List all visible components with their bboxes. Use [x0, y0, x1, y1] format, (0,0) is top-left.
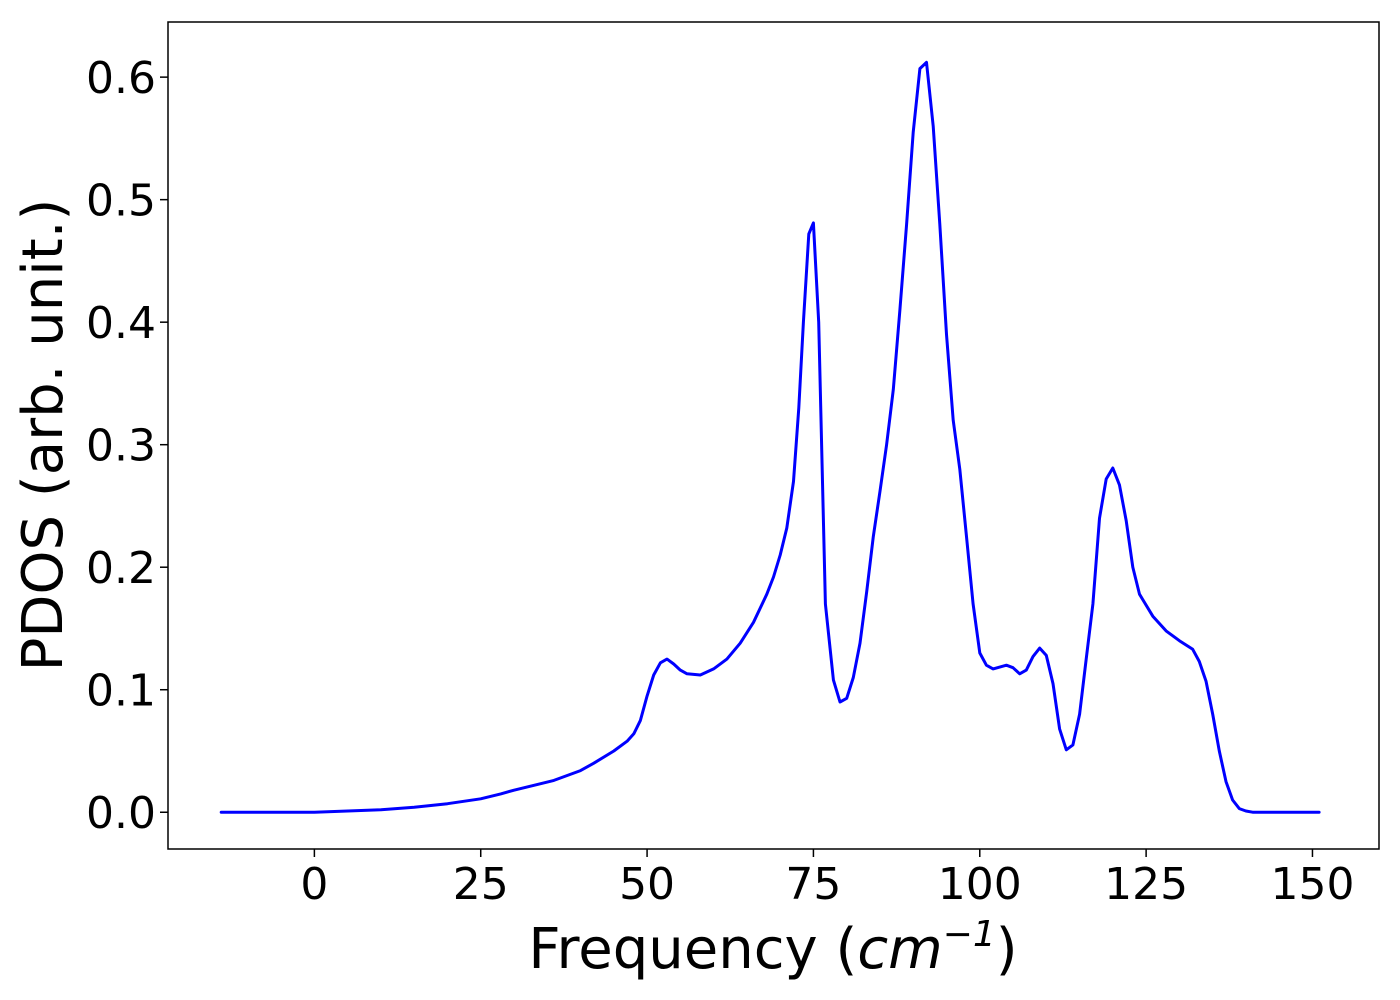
x-tick-label: 75 — [785, 859, 841, 910]
x-tick-label: 100 — [938, 859, 1022, 910]
y-tick-label: 0.0 — [86, 788, 156, 839]
y-tick-label: 0.2 — [86, 543, 156, 594]
y-tick-label: 0.4 — [86, 298, 156, 349]
series-layer — [219, 60, 1321, 814]
ticks-layer: 0 25 50 75 100 125 150 0.0 0.1 0.2 0.3 0.4 0.5 0.6 — [86, 53, 1354, 910]
y-tick-label: 0.5 — [86, 176, 156, 227]
y-axis-label: PDOS (arb. unit.) — [11, 199, 76, 672]
x-axis-label: Frequency (cm−1) — [528, 914, 1017, 982]
x-tick-label: 125 — [1104, 859, 1188, 910]
y-tick-label: 0.6 — [86, 53, 156, 104]
x-tick-label: 0 — [300, 859, 328, 910]
pdos-series-line — [219, 60, 1321, 814]
y-tick-label: 0.3 — [86, 421, 156, 472]
x-tick-label: 25 — [453, 859, 509, 910]
x-tick-label: 50 — [619, 859, 675, 910]
y-tick-label: 0.1 — [86, 666, 156, 717]
plot-frame — [167, 21, 1380, 850]
x-tick-label: 150 — [1270, 859, 1354, 910]
